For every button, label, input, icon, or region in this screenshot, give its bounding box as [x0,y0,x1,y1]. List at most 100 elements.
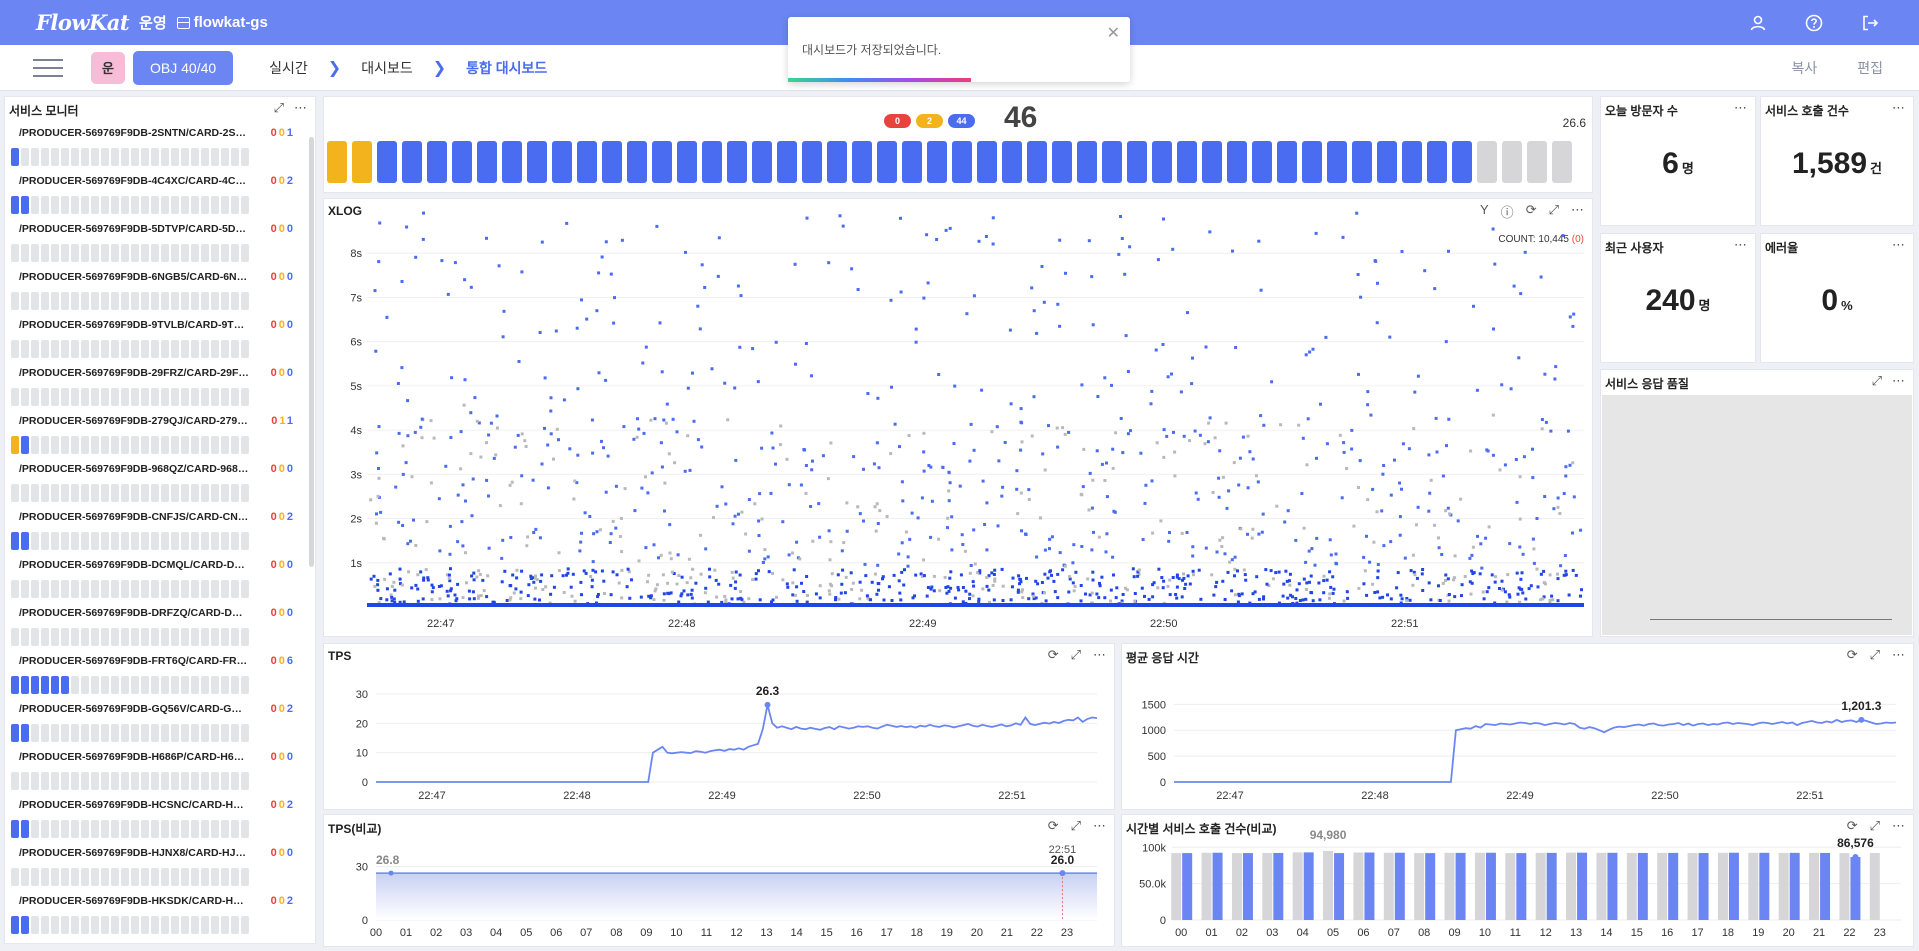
refresh-icon[interactable]: ⟳ [1846,818,1858,833]
instance-bar[interactable] [1477,141,1497,183]
instance-bar[interactable] [1227,141,1247,183]
more-icon[interactable]: ⋯ [294,100,307,115]
instance-bar[interactable] [1252,141,1272,183]
more-icon[interactable]: ⋯ [1892,100,1905,115]
instance-bar[interactable] [577,141,597,183]
instance-bar[interactable] [427,141,447,183]
instance-bar[interactable] [1377,141,1397,183]
service-row[interactable]: /PRODUCER-569769F9DB-2SNTN/CARD-2SNTN 001 [9,123,307,171]
service-row[interactable]: /PRODUCER-569769F9DB-9TVLB/CARD-9TVLB 000 [9,315,307,363]
service-row[interactable]: /PRODUCER-569769F9DB-6NGB5/CARD-6NGB5 000 [9,267,307,315]
more-icon[interactable]: ⋯ [1892,373,1905,388]
instance-bar[interactable] [952,141,972,183]
instance-bar[interactable] [1452,141,1472,183]
service-row[interactable]: /PRODUCER-569769F9DB-H686P/CARD-H686P 000 [9,747,307,795]
more-icon[interactable]: ⋯ [1571,202,1584,217]
more-icon[interactable]: ⋯ [1093,647,1106,662]
edit-button[interactable]: 편집 [1857,60,1883,76]
instance-bar[interactable] [802,141,822,183]
instance-bar[interactable] [1527,141,1547,183]
close-icon[interactable]: ✕ [1106,25,1120,42]
instance-bar[interactable] [902,141,922,183]
instance-bar[interactable] [1127,141,1147,183]
service-row[interactable]: /PRODUCER-569769F9DB-29FRZ/CARD-29FRZ 000 [9,363,307,411]
filter-icon[interactable]: Y [1480,202,1489,217]
instance-bar[interactable] [877,141,897,183]
instance-bar[interactable] [352,141,372,183]
refresh-icon[interactable]: ⟳ [1525,202,1537,217]
breadcrumb-item-dashboard[interactable]: 대시보드 [361,59,413,76]
scrollbar[interactable] [309,137,314,567]
instance-bar[interactable] [752,141,772,183]
instance-bar[interactable] [1202,141,1222,183]
instance-bar[interactable] [1327,141,1347,183]
service-row[interactable]: /PRODUCER-569769F9DB-DRFZQ/CARD-DRFZQ 000 [9,603,307,651]
instance-bar[interactable] [627,141,647,183]
instance-bar[interactable] [827,141,847,183]
refresh-icon[interactable]: ⟳ [1047,647,1059,662]
environment-badge[interactable]: 운 [91,51,125,84]
instance-bar[interactable] [1152,141,1172,183]
instance-bar[interactable] [677,141,697,183]
info-icon[interactable]: ⓘ [1500,205,1514,220]
instance-bar[interactable] [452,141,472,183]
service-row[interactable]: /PRODUCER-569769F9DB-GQ56V/CARD-GQ56V 002 [9,699,307,747]
service-row[interactable]: /PRODUCER-569769F9DB-HCSNC/CARD-HCS… 002 [9,795,307,843]
server-selector[interactable]: flowkat-gs [176,14,268,31]
instance-bar[interactable] [727,141,747,183]
instance-bar[interactable] [852,141,872,183]
instance-bar[interactable] [552,141,572,183]
instance-bar[interactable] [777,141,797,183]
expand-icon[interactable]: ⤢ [1869,647,1880,662]
instance-bar[interactable] [1002,141,1022,183]
instance-bar[interactable] [327,141,347,183]
more-icon[interactable]: ⋯ [1892,818,1905,833]
service-row[interactable]: /PRODUCER-569769F9DB-5DTVP/CARD-5DTVP 000 [9,219,307,267]
refresh-icon[interactable]: ⟳ [1047,818,1059,833]
service-row[interactable]: /PRODUCER-569769F9DB-FRT6Q/CARD-FRT6Q 006 [9,651,307,699]
more-icon[interactable]: ⋯ [1892,237,1905,252]
menu-icon[interactable] [33,58,63,77]
instance-bar[interactable] [1502,141,1522,183]
instance-bar[interactable] [1552,141,1572,183]
service-row[interactable]: /PRODUCER-569769F9DB-4C4XC/CARD-4C4XC 002 [9,171,307,219]
instance-bar[interactable] [1077,141,1097,183]
instance-bar[interactable] [502,141,522,183]
instance-bar[interactable] [477,141,497,183]
service-row[interactable]: /PRODUCER-569769F9DB-CNFJS/CARD-CNFJS 002 [9,507,307,555]
instance-bar[interactable] [1427,141,1447,183]
copy-button[interactable]: 복사 [1791,60,1818,76]
instance-bar[interactable] [1277,141,1297,183]
service-row[interactable]: /PRODUCER-569769F9DB-DCMQL/CARD-DC… 000 [9,555,307,603]
app-logo[interactable]: FlowKat [36,10,130,35]
instance-bar[interactable] [1177,141,1197,183]
more-icon[interactable]: ⋯ [1734,100,1747,115]
instance-bar[interactable] [702,141,722,183]
refresh-icon[interactable]: ⟳ [1846,647,1858,662]
instance-bar[interactable] [602,141,622,183]
service-row[interactable]: /PRODUCER-569769F9DB-279QJ/CARD-279QJ 011 [9,411,307,459]
instance-bar[interactable] [1052,141,1072,183]
logout-icon[interactable] [1857,10,1883,36]
expand-icon[interactable]: ⤢ [1548,202,1559,217]
service-row[interactable]: /PRODUCER-569769F9DB-968QZ/CARD-968QZ 000 [9,459,307,507]
service-row[interactable]: /PRODUCER-569769F9DB-HJNX8/CARD-HJNX8 000 [9,843,307,891]
instance-bar[interactable] [927,141,947,183]
instance-bar[interactable] [977,141,997,183]
more-icon[interactable]: ⋯ [1892,647,1905,662]
instance-bar[interactable] [1352,141,1372,183]
more-icon[interactable]: ⋯ [1734,237,1747,252]
service-row[interactable]: /PRODUCER-569769F9DB-HKSDK/CARD-HKS… 002 [9,891,307,939]
instance-bar[interactable] [1102,141,1122,183]
expand-icon[interactable]: ⤢ [1070,818,1081,833]
breadcrumb-item-realtime[interactable]: 실시간 [269,59,308,76]
instance-bar[interactable] [1302,141,1322,183]
expand-icon[interactable]: ⤢ [273,100,284,115]
instance-bar[interactable] [377,141,397,183]
more-icon[interactable]: ⋯ [1093,818,1106,833]
expand-icon[interactable]: ⤢ [1871,373,1882,388]
help-icon[interactable] [1801,10,1827,36]
